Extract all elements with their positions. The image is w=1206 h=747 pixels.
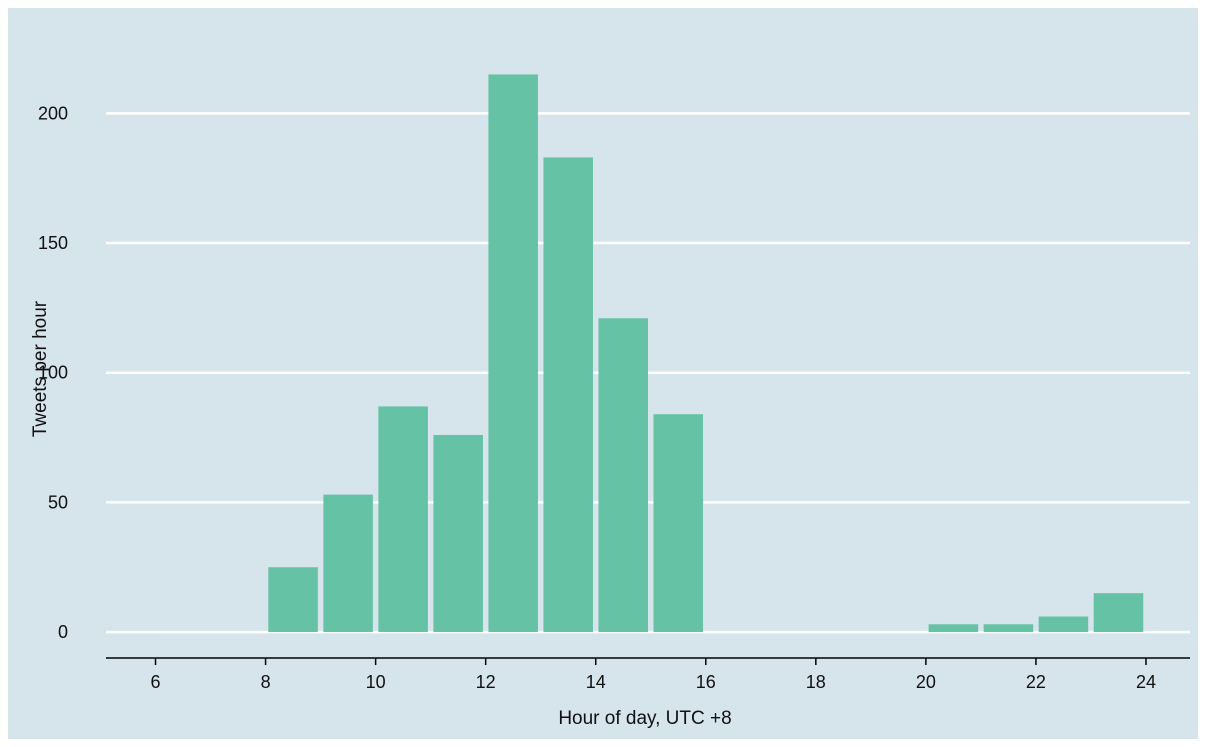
x-tick-label-6: 6: [151, 672, 161, 692]
bar-hour-9: [323, 494, 373, 633]
x-axis-title: Hour of day, UTC +8: [558, 708, 731, 729]
bars: [158, 74, 1144, 633]
bar-hour-8: [268, 567, 318, 633]
bar-hour-22: [1038, 616, 1089, 633]
bar-hour-21: [983, 624, 1034, 633]
y-axis-ticks: 0 50 100 150 200: [38, 103, 68, 642]
y-tick-label-50: 50: [48, 492, 68, 512]
x-tick-label-18: 18: [806, 672, 826, 692]
x-tick-label-12: 12: [476, 672, 496, 692]
bar-hour-13: [543, 157, 593, 633]
bar-hour-12: [488, 74, 538, 633]
bar-hour-23: [1093, 593, 1144, 633]
x-tick-label-10: 10: [366, 672, 386, 692]
bar-hour-15: [653, 414, 704, 633]
bar-hour-11: [433, 434, 483, 633]
x-axis-ticks: 6 8 10 12 14 16 18 20 22 24: [151, 658, 1156, 692]
bar-hour-14: [598, 318, 648, 633]
x-tick-label-24: 24: [1136, 672, 1156, 692]
y-tick-label-200: 200: [38, 103, 68, 123]
y-tick-label-150: 150: [38, 233, 68, 253]
y-tick-label-100: 100: [38, 363, 68, 383]
y-tick-label-0: 0: [58, 622, 68, 642]
x-tick-label-20: 20: [916, 672, 936, 692]
x-tick-label-16: 16: [696, 672, 716, 692]
bar-hour-20: [928, 624, 979, 633]
y-axis-title: Tweets per hour: [30, 300, 51, 437]
bar-hour-10: [378, 406, 428, 633]
x-tick-label-8: 8: [261, 672, 271, 692]
x-tick-label-22: 22: [1026, 672, 1046, 692]
x-tick-label-14: 14: [586, 672, 606, 692]
